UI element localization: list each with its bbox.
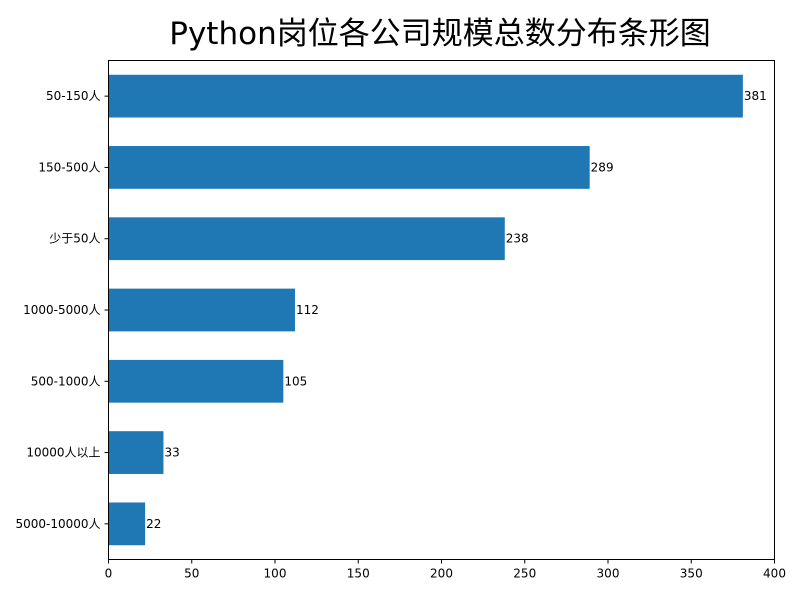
bar-value-label: 381 <box>744 89 767 103</box>
x-tick-label: 300 <box>597 567 620 581</box>
y-tick-label: 少于50人 <box>49 232 100 246</box>
y-tick-label: 50-150人 <box>46 89 101 103</box>
y-tick-label: 150-500人 <box>38 160 100 174</box>
bar-value-label: 105 <box>284 374 307 388</box>
y-tick-label: 1000-5000人 <box>23 303 100 317</box>
chart-title: Python岗位各公司规模总数分布条形图 <box>169 16 710 52</box>
x-tick-label: 100 <box>264 567 287 581</box>
bar <box>108 288 295 332</box>
bars-group <box>108 74 743 546</box>
value-labels-group: 381 289 238 112 105 33 22 <box>146 89 767 531</box>
bar-value-label: 22 <box>146 517 161 531</box>
bar <box>108 74 743 118</box>
x-tick-label: 400 <box>763 567 786 581</box>
bar <box>108 502 146 546</box>
plot-area-frame <box>108 60 775 560</box>
x-tick-label: 250 <box>513 567 536 581</box>
x-tick-label: 350 <box>680 567 703 581</box>
y-tick-label: 5000-10000人 <box>15 517 100 531</box>
y-tick-label: 10000人以上 <box>26 446 100 460</box>
bar-value-label: 238 <box>506 232 529 246</box>
bar <box>108 217 505 261</box>
x-tick-label: 50 <box>184 567 199 581</box>
x-axis-ticks: 0 50 100 150 200 250 300 350 400 <box>105 559 786 581</box>
bar <box>108 359 284 403</box>
bar-value-label: 112 <box>296 303 319 317</box>
x-tick-label: 200 <box>430 567 453 581</box>
bar <box>108 146 590 189</box>
bar-value-label: 289 <box>591 160 614 174</box>
bar <box>108 431 164 474</box>
x-tick-label: 0 <box>105 567 113 581</box>
bar-value-label: 33 <box>164 446 179 460</box>
x-tick-label: 150 <box>347 567 370 581</box>
y-tick-label: 500-1000人 <box>31 374 101 388</box>
